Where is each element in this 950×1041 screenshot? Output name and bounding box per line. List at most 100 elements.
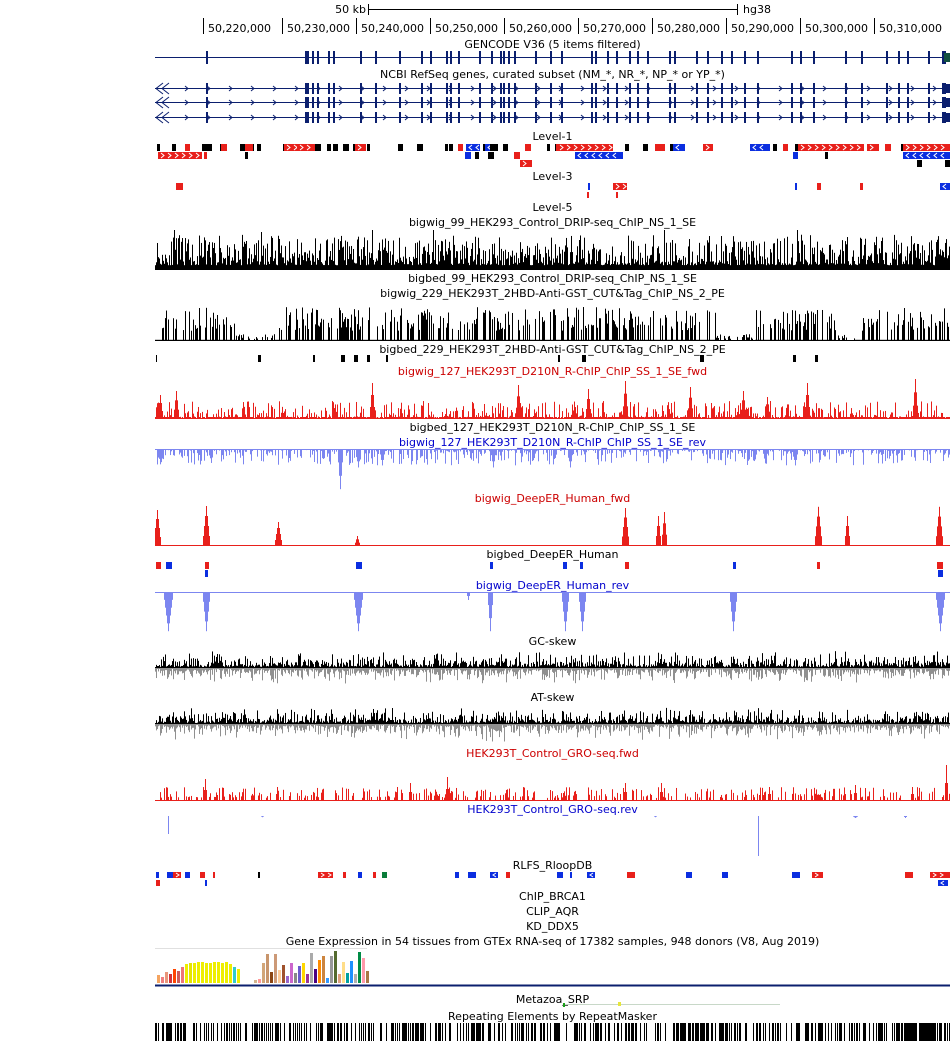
signal-bar (609, 449, 610, 454)
track-label-bw229[interactable]: bigwig_229_HEK293T_2HBD-Anti-GST_CUT&Tag… (380, 287, 725, 300)
strand-arrow (382, 114, 387, 121)
signal-bar (821, 408, 822, 419)
signal-bar (675, 243, 676, 270)
base-position-ruler[interactable]: 50,220,000 50,230,000 50,240,000 50,250,000… (0, 0, 950, 48)
signal-bar (621, 252, 622, 270)
track-bw99[interactable] (155, 229, 950, 270)
signal-bar (699, 242, 700, 270)
track-label-bw127r[interactable]: bigwig_127_HEK293T_D210N_R-ChIP_ChIP_SS_… (398, 436, 707, 449)
signal-bar (671, 656, 672, 668)
track-label-clip[interactable]: CLIP_AQR (526, 905, 579, 918)
signal-bar (685, 415, 686, 419)
signal-bar (698, 261, 699, 270)
signal-bar (271, 668, 272, 681)
signal-bar (633, 656, 634, 668)
track-label-refseq[interactable]: NCBI RefSeq genes, curated subset (NM_*,… (380, 68, 725, 81)
signal-bar (646, 449, 647, 456)
signal-bar (639, 668, 640, 675)
track-label-gtex[interactable]: Gene Expression in 54 tissues from GTEx … (285, 935, 820, 948)
signal-bar (707, 310, 708, 341)
gene-exon (757, 112, 759, 123)
track-label-gcskew[interactable]: GC-skew (528, 635, 577, 648)
signal-bar (539, 652, 540, 668)
strand-arrow (778, 114, 783, 121)
signal-bar (475, 324, 476, 341)
signal-bar (217, 314, 218, 341)
signal-bar (301, 242, 302, 270)
signal-bar (366, 668, 367, 673)
signal-bar (917, 243, 918, 270)
signal-bar (354, 666, 355, 668)
track-refseq[interactable] (155, 82, 950, 128)
track-label-bw99[interactable]: bigwig_99_HEK293_Control_DRIP-seq_ChIP_N… (408, 216, 697, 229)
gene-exon (399, 83, 401, 94)
track-label-level3[interactable]: Level-3 (532, 170, 573, 183)
signal-bar (191, 449, 192, 463)
signal-bar (657, 662, 658, 668)
signal-bar (554, 663, 555, 668)
signal-bar (543, 668, 544, 675)
signal-bar (731, 449, 732, 452)
feature-block (793, 355, 796, 362)
track-label-level1[interactable]: Level-1 (532, 130, 573, 143)
track-label-kd[interactable]: KD_DDX5 (526, 920, 579, 933)
track-label-bb229[interactable]: bigbed_229_HEK293T_2HBD-Anti-GST_CUT&Tag… (379, 343, 726, 356)
signal-bar (507, 407, 508, 419)
track-label-bw127f[interactable]: bigwig_127_HEK293T_D210N_R-ChIP_ChIP_SS_… (397, 365, 708, 378)
signal-bar (412, 326, 413, 341)
track-label-brca1[interactable]: ChIP_BRCA1 (519, 890, 586, 903)
track-bw229[interactable] (155, 300, 950, 341)
signal-bar (352, 668, 353, 674)
signal-bar (533, 449, 534, 461)
track-label-level5[interactable]: Level-5 (532, 201, 573, 214)
signal-bar (657, 526, 658, 546)
signal-bar (536, 411, 537, 419)
gene-exon (206, 97, 208, 108)
signal-bar (221, 252, 222, 270)
strand-arrow (888, 99, 893, 106)
track-deeperr[interactable] (155, 592, 950, 633)
track-label-atskew[interactable]: AT-skew (530, 691, 575, 704)
track-gencode[interactable] (155, 50, 950, 64)
signal-bar (584, 449, 585, 455)
track-label-srp[interactable]: Metazoa_SRP (515, 993, 590, 1006)
gene-exon (861, 97, 863, 108)
signal-bar (450, 250, 451, 270)
track-deeperbb[interactable] (155, 561, 950, 577)
signal-bar (473, 403, 474, 419)
track-label-bb99[interactable]: bigbed_99_HEK293_Control_DRIP-seq_ChIP_N… (408, 272, 697, 285)
signal-bar (685, 257, 686, 270)
signal-bar (831, 415, 832, 419)
track-label-gencode[interactable]: GENCODE V36 (5 items filtered) (464, 38, 641, 51)
track-level1[interactable] (155, 143, 950, 169)
track-label-deeperbb[interactable]: bigbed_DeepER_Human (486, 548, 619, 561)
signal-bar (604, 264, 605, 270)
signal-bar (389, 668, 390, 670)
signal-bar (437, 449, 438, 460)
track-label-rmsk[interactable]: Repeating Elements by RepeatMasker (448, 1010, 657, 1023)
signal-bar (816, 403, 817, 419)
track-label-bb127[interactable]: bigbed_127_HEK293T_D210N_R-ChIP_ChIP_SS_… (409, 421, 696, 434)
track-deeperf[interactable] (155, 505, 950, 546)
track-label-grof[interactable]: HEK293T_Control_GRO-seq.fwd (466, 747, 639, 760)
track-bw127f[interactable] (155, 378, 950, 419)
track-label-gror[interactable]: HEK293T_Control_GRO-seq.rev (467, 803, 638, 816)
signal-bar (795, 264, 796, 270)
track-level3[interactable] (155, 182, 950, 200)
signal-bar (469, 668, 470, 680)
signal-bar (203, 536, 204, 546)
signal-bar (701, 258, 702, 270)
signal-bar (189, 668, 190, 672)
signal-bar (408, 264, 409, 270)
track-gcskew[interactable] (155, 648, 950, 689)
track-label-rlfs[interactable]: RLFS_RloopDB (512, 859, 593, 872)
signal-bar (162, 254, 163, 270)
signal-bar (898, 314, 899, 341)
track-bw127r[interactable] (155, 449, 950, 491)
track-label-deeperr[interactable]: bigwig_DeepER_Human_rev (475, 579, 630, 592)
signal-bar (639, 264, 640, 270)
track-bb229[interactable] (155, 355, 950, 363)
signal-bar (351, 314, 352, 341)
track-label-deeperf[interactable]: bigwig_DeepER_Human_fwd (474, 492, 631, 505)
